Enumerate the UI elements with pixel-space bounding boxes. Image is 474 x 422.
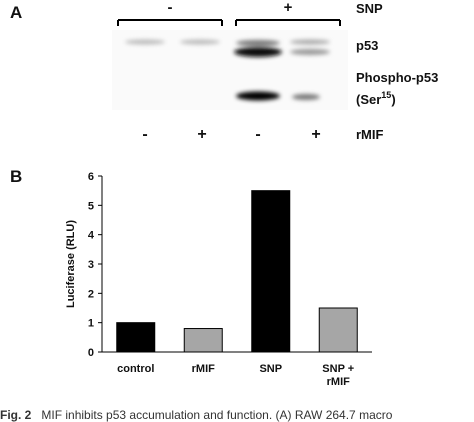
rmif-sign: - [142,126,147,143]
bar [251,190,291,353]
row-label: Phospho-p53 [356,70,438,85]
snp-label: SNP [356,1,383,16]
snp-sign: - [168,0,173,16]
bar [318,307,358,353]
band [290,49,330,55]
ser-prefix: (Ser [356,92,381,107]
ser-sup: 15 [381,90,391,100]
band [180,39,220,45]
x-tick-label: control [117,363,155,375]
bar [116,322,156,353]
band [290,39,330,45]
y-axis-label: Luciferase (RLU) [65,220,77,308]
rmif-sign: - [255,126,260,143]
row-label: p53 [356,38,378,53]
y-tick-label: 3 [88,259,94,271]
x-tick-label: SNP [259,363,283,375]
ser-suffix: ) [391,92,395,107]
panel-label: B [10,167,22,186]
band [125,39,165,45]
bands [125,39,330,101]
x-tick-label: SNP + rMIF [322,363,355,388]
rmif-sign: + [311,126,320,143]
rmif-label: rMIF [356,127,384,142]
rmif-sign: + [197,126,206,143]
caption-text: MIF inhibits p53 accumulation and functi… [41,408,393,422]
y-tick-label: 5 [88,200,94,212]
y-tick-label: 6 [88,171,94,183]
row-label: (Ser15) [356,90,396,107]
panel-label: A [10,3,22,22]
band [292,94,320,100]
y-tick-label: 2 [88,288,94,300]
caption-label: Fig. 2 [0,408,32,422]
snp-sign: + [284,0,293,16]
band [234,47,282,57]
y-tick-label: 1 [88,318,94,330]
y-tick-label: 4 [88,230,95,242]
band [236,40,280,46]
caption: Fig. 2 MIF inhibits p53 accumulation and… [0,408,392,422]
bar [183,328,223,353]
y-tick-label: 0 [88,347,94,359]
band [236,91,280,101]
x-tick-label: rMIF [191,363,215,375]
